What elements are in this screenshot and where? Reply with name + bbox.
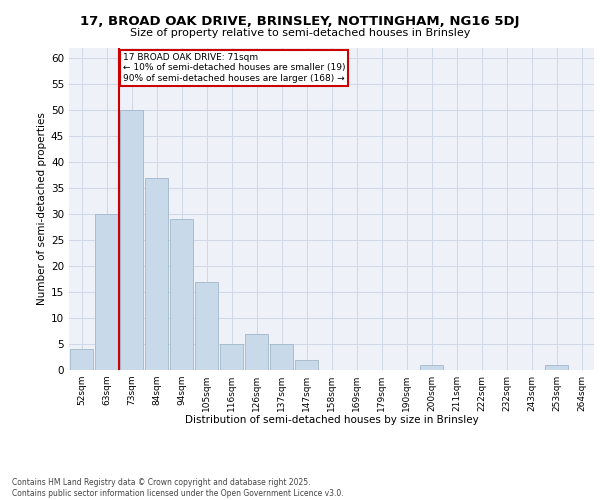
Bar	[295, 360, 318, 370]
Bar	[145, 178, 168, 370]
Bar	[545, 365, 568, 370]
Text: Size of property relative to semi-detached houses in Brinsley: Size of property relative to semi-detach…	[130, 28, 470, 38]
Bar	[220, 344, 243, 370]
Bar	[270, 344, 293, 370]
X-axis label: Distribution of semi-detached houses by size in Brinsley: Distribution of semi-detached houses by …	[185, 416, 478, 426]
Bar	[195, 282, 218, 370]
Text: 17 BROAD OAK DRIVE: 71sqm
← 10% of semi-detached houses are smaller (19)
90% of : 17 BROAD OAK DRIVE: 71sqm ← 10% of semi-…	[123, 52, 345, 82]
Bar	[95, 214, 118, 370]
Text: 17, BROAD OAK DRIVE, BRINSLEY, NOTTINGHAM, NG16 5DJ: 17, BROAD OAK DRIVE, BRINSLEY, NOTTINGHA…	[80, 15, 520, 28]
Bar	[420, 365, 443, 370]
Y-axis label: Number of semi-detached properties: Number of semi-detached properties	[37, 112, 47, 305]
Bar	[120, 110, 143, 370]
Bar	[70, 349, 93, 370]
Bar	[170, 219, 193, 370]
Bar	[245, 334, 268, 370]
Text: Contains HM Land Registry data © Crown copyright and database right 2025.
Contai: Contains HM Land Registry data © Crown c…	[12, 478, 344, 498]
